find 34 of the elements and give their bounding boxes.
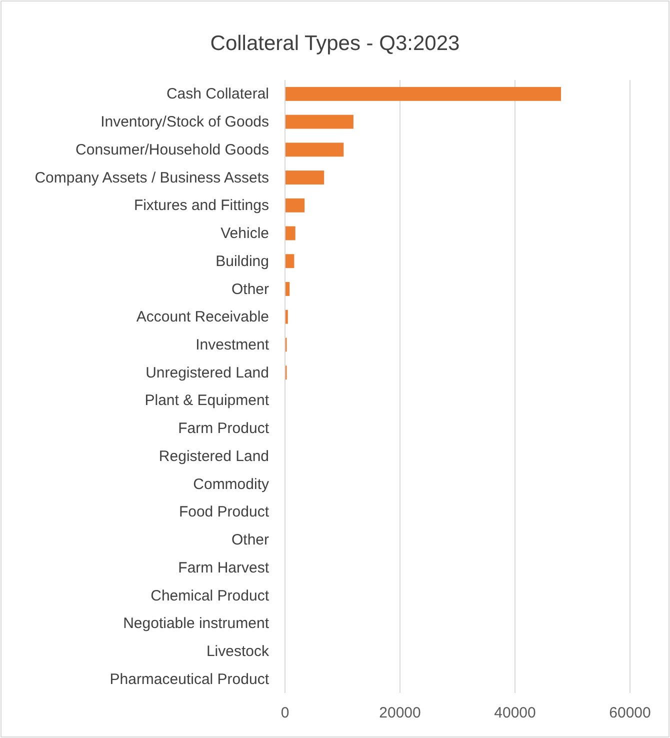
y-tick-label: Building <box>216 252 269 270</box>
y-tick-label: Other <box>231 280 270 298</box>
y-tick-label: Consumer/Household Goods <box>76 141 269 158</box>
x-tick-label: 60000 <box>609 704 651 722</box>
chart-title: Collateral Types - Q3:2023 <box>210 32 460 55</box>
x-tick-label: 40000 <box>494 704 536 722</box>
x-tick-label: 20000 <box>379 704 421 722</box>
y-tick-label: Farm Harvest <box>178 559 270 576</box>
y-tick-label: Negotiable instrument <box>123 615 270 632</box>
y-tick-label: Cash Collateral <box>166 86 269 103</box>
y-tick-label: Other <box>231 532 270 549</box>
y-tick-label: Livestock <box>206 643 270 660</box>
y-tick-label: Unregistered Land <box>146 364 269 382</box>
y-tick-label: Registered Land <box>158 448 269 465</box>
bar <box>285 114 354 129</box>
y-tick-label: Investment <box>196 336 270 354</box>
bar <box>285 226 296 240</box>
bar <box>285 170 324 184</box>
y-tick-label: Vehicle <box>220 225 269 242</box>
bar <box>285 198 305 212</box>
y-tick-label: Chemical Product <box>150 587 270 604</box>
y-tick-label: Food Product <box>178 504 270 521</box>
y-tick-label: Fixtures and Fittings <box>134 197 269 214</box>
bar <box>285 86 561 101</box>
y-tick-label: Pharmaceutical Product <box>110 670 270 688</box>
y-tick-label: Company Assets / Business Assets <box>34 169 269 186</box>
y-tick-label: Plant & Equipment <box>144 392 270 410</box>
y-tick-label: Account Receivable <box>136 308 269 326</box>
y-tick-label: Inventory/Stock of Goods <box>100 114 269 131</box>
y-tick-label: Farm Product <box>178 420 270 438</box>
bar <box>285 254 294 268</box>
x-tick-label: 0 <box>280 704 290 722</box>
bar <box>285 142 344 157</box>
y-tick-label: Commodity <box>193 476 270 493</box>
